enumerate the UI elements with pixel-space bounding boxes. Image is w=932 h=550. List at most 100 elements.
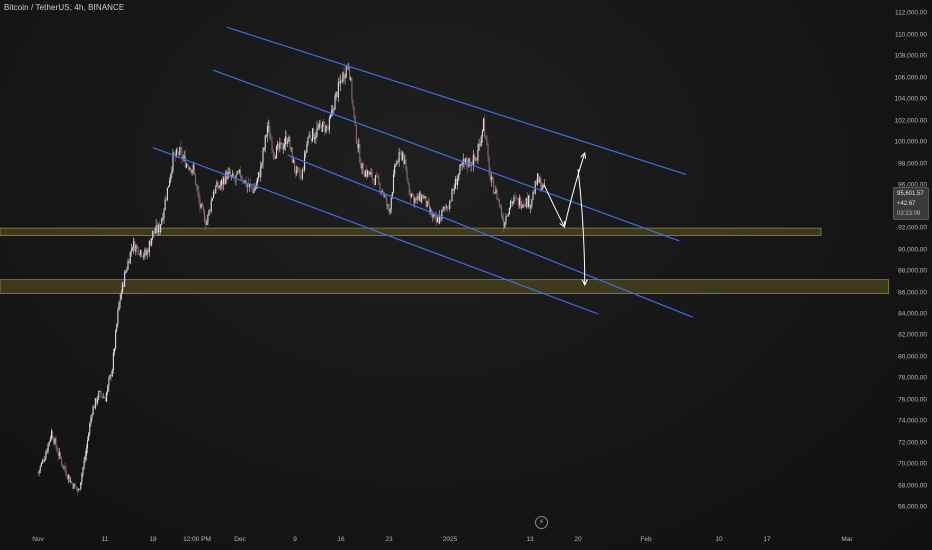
support-zone-1[interactable] <box>0 227 822 237</box>
candle-body <box>367 170 369 177</box>
candle-body <box>290 147 292 149</box>
candle-body <box>405 159 407 170</box>
candle-body <box>334 95 336 110</box>
price-tick-label: 104,000.00 <box>894 95 927 103</box>
candle-body <box>91 414 93 419</box>
candle-body <box>201 203 203 207</box>
candle-body <box>318 122 320 128</box>
candle-body <box>259 172 261 178</box>
candle-body <box>381 191 383 193</box>
candle-body <box>180 147 182 151</box>
candle-body <box>540 178 542 191</box>
symbol-title[interactable]: Bitcoin / TetherUS, 4h, BINANCE <box>4 3 125 12</box>
candle-body <box>262 149 264 163</box>
candle-body <box>102 397 104 398</box>
time-tick-label: 18 <box>149 536 157 543</box>
candle-body <box>193 164 195 174</box>
candle-body <box>288 137 290 142</box>
candle-body <box>117 310 119 325</box>
projection-arrow-2[interactable] <box>564 152 586 228</box>
candle-body <box>430 209 432 213</box>
price-tick-label: 84,000.00 <box>898 310 927 318</box>
candle-body <box>196 184 198 187</box>
candle-body <box>459 165 461 174</box>
candle-body <box>111 369 113 377</box>
candle-body <box>229 171 231 177</box>
candle-body <box>214 191 216 193</box>
channel-line-1[interactable] <box>226 26 687 175</box>
candle-body <box>499 206 501 208</box>
candle-body <box>148 240 150 253</box>
candle-body <box>140 250 143 257</box>
candle-body <box>145 249 147 256</box>
candle-body <box>263 148 265 150</box>
support-zone-2[interactable] <box>0 279 889 295</box>
candle-body <box>484 118 486 137</box>
candle-body <box>489 173 491 180</box>
projection-arrow-3[interactable] <box>577 168 586 286</box>
candle-body <box>476 158 478 161</box>
price-tick-label: 74,000.00 <box>898 417 927 425</box>
candle-body <box>119 299 121 303</box>
candle-body <box>536 173 539 185</box>
candle-body <box>212 191 215 199</box>
candle-body <box>85 448 87 457</box>
candle-body <box>278 144 280 149</box>
channel-lines[interactable] <box>152 26 693 318</box>
candle-body <box>446 206 449 209</box>
candle-body <box>254 187 256 191</box>
candle-body <box>300 177 302 179</box>
candle-body <box>538 173 540 183</box>
lightning-bolt-icon[interactable]: ⚡︎ <box>535 516 548 529</box>
channel-line-2[interactable] <box>213 69 680 242</box>
candle-body <box>398 152 400 163</box>
candle-body <box>435 216 437 223</box>
candle-body <box>425 196 427 207</box>
candle-body <box>130 249 132 252</box>
candle-body <box>175 149 177 157</box>
candle-body <box>450 201 452 202</box>
candle-body <box>454 178 456 189</box>
candle-body <box>383 195 386 197</box>
candle-body <box>266 126 269 136</box>
candle-body <box>511 201 513 204</box>
candle-body <box>76 488 78 491</box>
candle-body <box>374 175 377 185</box>
price-tick-label: 96,000.00 <box>898 181 927 189</box>
candle-body <box>521 207 523 208</box>
candle-body <box>170 173 172 181</box>
price-change: +42.67 <box>897 201 916 207</box>
arrowhead <box>559 221 566 229</box>
candle-body <box>385 195 387 198</box>
candle-body <box>327 127 329 130</box>
candle-body <box>188 166 190 170</box>
candle-body <box>216 182 218 187</box>
candle-body <box>136 245 138 247</box>
candle-body <box>187 164 189 167</box>
support-zones <box>0 227 889 295</box>
candle-body <box>539 178 541 183</box>
candle-body <box>272 150 274 153</box>
candle-body <box>517 198 519 206</box>
channel-line-4[interactable] <box>287 154 693 318</box>
projection-arrows[interactable] <box>543 151 588 287</box>
candle-body <box>211 198 213 201</box>
candle-body <box>542 184 544 188</box>
channel-line-3[interactable] <box>152 147 599 315</box>
candle-body <box>237 171 239 173</box>
candle-body <box>389 208 391 213</box>
candle-body <box>434 214 436 217</box>
candle-body <box>390 197 392 209</box>
candle-body <box>453 188 455 191</box>
candle-body <box>508 207 510 215</box>
time-tick-label: 10 <box>715 536 723 543</box>
time-tick-label: Nov <box>32 536 44 543</box>
time-tick-label: Mar <box>841 536 853 543</box>
candle-body <box>466 158 468 165</box>
projection-arrow-1[interactable] <box>543 184 565 228</box>
candle-body <box>273 152 275 159</box>
candle-body <box>202 206 204 212</box>
candle-body <box>443 206 445 209</box>
